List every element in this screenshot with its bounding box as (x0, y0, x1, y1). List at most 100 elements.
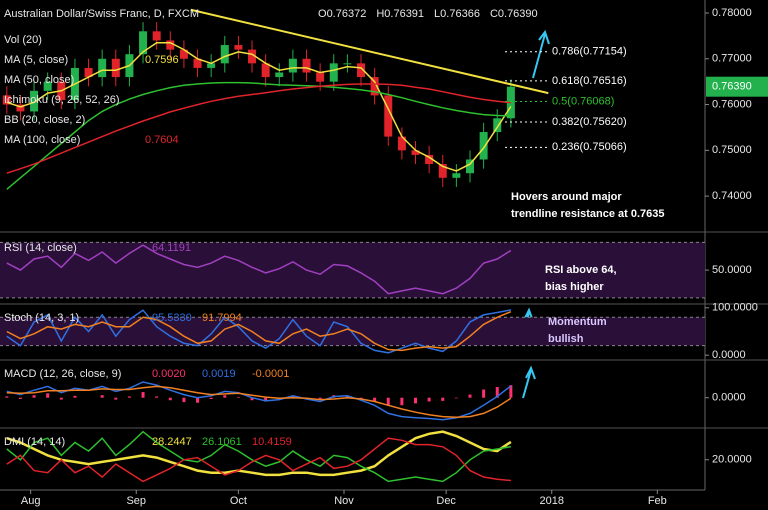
candle-body (152, 31, 161, 41)
fib-label: 0.382(0.75620) (552, 116, 627, 128)
candle-body (2, 95, 11, 105)
fib-label: 0.618(0.76516) (552, 75, 627, 87)
indicator-reading: 91.7994 (202, 312, 242, 324)
x-tick-label: Nov (334, 495, 354, 507)
indicator-title: DMI (14, 14) (4, 436, 65, 448)
candle-body (479, 132, 488, 160)
quote-label: H (376, 8, 384, 20)
histogram-bar (373, 397, 377, 402)
x-tick-label: Feb (648, 495, 667, 507)
histogram-bar (414, 397, 418, 404)
indicator-reading: 95.5330 (152, 312, 192, 324)
candle-body (343, 63, 352, 65)
indicator-reading: 64.1191 (152, 242, 191, 254)
annotation: Momentum (548, 316, 607, 328)
y-tick-label: 0.0000 (712, 349, 746, 361)
histogram-bar (482, 389, 486, 398)
y-tick-label: 0.75000 (712, 144, 752, 156)
indicator-band (0, 242, 705, 298)
quote: O0.76372 H0.76391 L0.76366 C0.76390 (318, 8, 538, 20)
chart-title: Australian Dollar/Swiss Franc, D, FXCM (4, 8, 199, 20)
annotation: trendline resistance at 0.7635 (511, 208, 664, 220)
histogram-bar (114, 397, 118, 400)
histogram-bar (141, 392, 145, 398)
quote-value: 0.76391 (384, 8, 424, 20)
annotation: bullish (548, 333, 584, 345)
histogram-bar (168, 397, 172, 401)
indicator-reading: 0.0019 (202, 368, 236, 380)
study-label: MA (50, close) (4, 74, 74, 86)
y-tick-label: 0.77000 (712, 53, 752, 65)
histogram-bar (345, 395, 349, 398)
series-line (6, 41, 512, 172)
histogram-bar (400, 397, 404, 406)
histogram-bar (495, 387, 499, 398)
candle-body (275, 72, 284, 78)
study-label: BB (20, close, 2) (4, 114, 85, 126)
series-line (6, 311, 512, 352)
histogram-bar (264, 397, 268, 402)
arrow (522, 365, 536, 399)
histogram-bar (182, 397, 186, 403)
candle-body (248, 49, 257, 64)
histogram-bar (386, 397, 390, 406)
candle-body (16, 104, 25, 112)
histogram-bar (318, 397, 322, 400)
study-label: MA (5, close) (4, 54, 68, 66)
candle-body (384, 95, 393, 137)
candle-body (438, 164, 447, 178)
candle-body (30, 90, 39, 112)
candle-body (111, 58, 120, 78)
candle-body (179, 49, 188, 59)
y-tick-label: 0.76000 (712, 98, 752, 110)
candle-body (193, 58, 202, 68)
last-price-box (706, 76, 768, 97)
histogram-bar (468, 394, 472, 398)
histogram-bar (32, 395, 36, 398)
fib-label: 0.236(0.75066) (552, 141, 627, 153)
histogram-bar (18, 397, 22, 399)
candle-body (261, 63, 270, 78)
histogram-bar (236, 397, 240, 398)
histogram-bar (100, 395, 104, 398)
study-label: Vol (20) (4, 34, 42, 46)
indicator-title: MACD (12, 26, close, 9) (4, 368, 121, 380)
indicator-reading: 28.2447 (152, 436, 192, 448)
x-tick-label: Oct (230, 495, 247, 507)
histogram-bar (454, 397, 458, 399)
indicator-title: Stoch (14, 3, 1) (4, 312, 79, 324)
y-tick-label: 0.0000 (712, 392, 746, 404)
quote-value: 0.76366 (440, 8, 480, 20)
indicator-reading: 0.0020 (152, 368, 186, 380)
histogram-bar (5, 396, 9, 398)
candle-body (370, 77, 379, 96)
indicator-title: RSI (14, close) (4, 242, 77, 254)
fib-label: 0.5(0.76068) (552, 95, 614, 107)
candle-body (139, 31, 148, 55)
histogram-bar (427, 397, 431, 402)
x-tick-label: Aug (21, 495, 41, 507)
candle-body (302, 58, 311, 73)
candle-body (288, 58, 297, 73)
indicator-reading: 10.4159 (252, 436, 292, 448)
y-tick-label: 0.78000 (712, 7, 752, 19)
y-tick-label: 20.0000 (712, 454, 752, 466)
instrument: Australian Dollar/Swiss Franc, D, FXCM (4, 8, 199, 20)
quote-label: O (318, 8, 327, 20)
x-tick-label: 2018 (539, 495, 563, 507)
indicator-reading: -0.0001 (252, 368, 289, 380)
y-tick-label: 100.0000 (712, 302, 758, 314)
histogram-bar (46, 393, 50, 398)
histogram-bar (223, 395, 227, 398)
histogram-bar (250, 397, 254, 401)
candle-body (98, 58, 107, 78)
series-line (6, 437, 511, 483)
histogram-bar (155, 396, 159, 398)
candle-body (43, 81, 52, 91)
candle-body (452, 173, 461, 178)
histogram-bar (127, 396, 131, 398)
histogram-bar (209, 397, 213, 399)
annotation: RSI above 64, (545, 264, 617, 276)
y-tick-label: 0.74000 (712, 190, 752, 202)
candle-body (234, 45, 243, 50)
